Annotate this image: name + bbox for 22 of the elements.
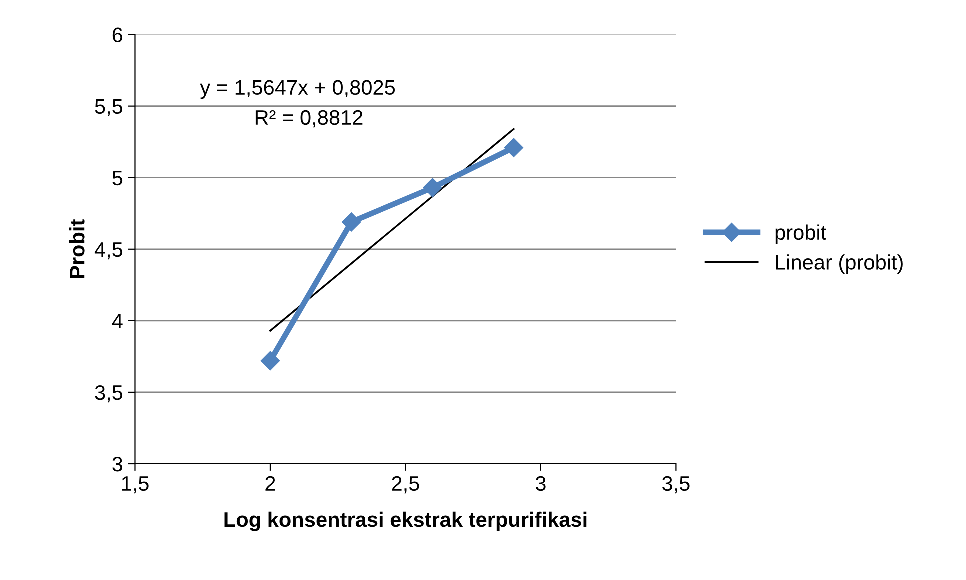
y-tick-label: 5,5 xyxy=(95,100,123,117)
legend-label: probit xyxy=(776,224,826,244)
point xyxy=(260,351,280,371)
legend-label: Linear (probit) xyxy=(776,254,903,274)
annotation: y = 1,5647x + 0,8025 xyxy=(200,80,396,100)
x-tick-label: 2,5 xyxy=(392,476,420,494)
x-axis-title: Log konsentrasi ekstrak terpurifikasi xyxy=(224,512,587,532)
y-tick-label: 6 xyxy=(112,28,123,43)
y-tick-label: 5 xyxy=(112,171,123,186)
annotation: R² = 0,8812 xyxy=(256,110,363,128)
y-tick-label: 3 xyxy=(112,457,123,472)
point xyxy=(342,212,362,232)
point xyxy=(423,178,442,198)
y-tick-label: 4 xyxy=(112,314,123,328)
y-tick-label: 3,5 xyxy=(95,385,123,403)
x-tick-label: 1,5 xyxy=(122,476,149,494)
x-tick-label: 2 xyxy=(266,476,276,491)
y-tick-label: 4,5 xyxy=(94,242,123,260)
y-axis-title: Probit xyxy=(70,220,85,278)
x-tick-label: 3,5 xyxy=(662,476,690,494)
point xyxy=(504,138,524,158)
x-tick-label: 3 xyxy=(536,476,546,492)
